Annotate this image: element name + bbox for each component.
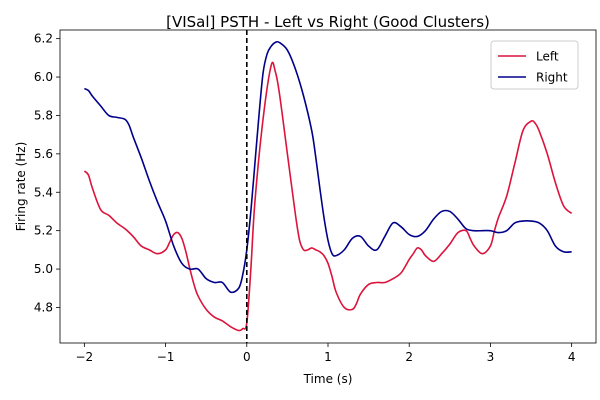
x-axis-label: Time (s) bbox=[303, 372, 353, 386]
y-tick-label: 5.8 bbox=[34, 108, 53, 122]
legend: Left Right bbox=[490, 40, 579, 90]
series-line-right bbox=[84, 40, 572, 294]
plot-layer bbox=[83, 30, 573, 343]
legend-label-left: Left bbox=[536, 50, 559, 64]
y-tick-label: 6.2 bbox=[34, 32, 53, 46]
x-tick-label: 3 bbox=[487, 350, 495, 364]
x-tick-label: 1 bbox=[324, 350, 332, 364]
chart-title: [VISal] PSTH - Left vs Right (Good Clust… bbox=[166, 13, 490, 31]
x-tick-label: 0 bbox=[243, 350, 251, 364]
x-tick-label: 2 bbox=[405, 350, 413, 364]
y-tick-label: 6.0 bbox=[34, 70, 53, 84]
y-axis-label: Firing rate (Hz) bbox=[14, 142, 28, 232]
x-tick-label: −2 bbox=[76, 350, 94, 364]
y-tick-label: 5.2 bbox=[34, 224, 53, 238]
series-line-left bbox=[83, 61, 573, 332]
y-tick-label: 4.8 bbox=[34, 300, 53, 314]
legend-label-right: Right bbox=[536, 71, 568, 85]
y-tick-label: 5.6 bbox=[34, 147, 53, 161]
x-tick-label: 4 bbox=[568, 350, 576, 364]
y-tick-label: 5.4 bbox=[34, 185, 53, 199]
x-tick-label: −1 bbox=[157, 350, 175, 364]
y-tick-label: 5.0 bbox=[34, 262, 53, 276]
ticks-layer: −2 −1 0 1 2 3 4 4.8 5.0 5.2 5.4 5.6 5.8 6.0 6.2 bbox=[34, 32, 576, 364]
